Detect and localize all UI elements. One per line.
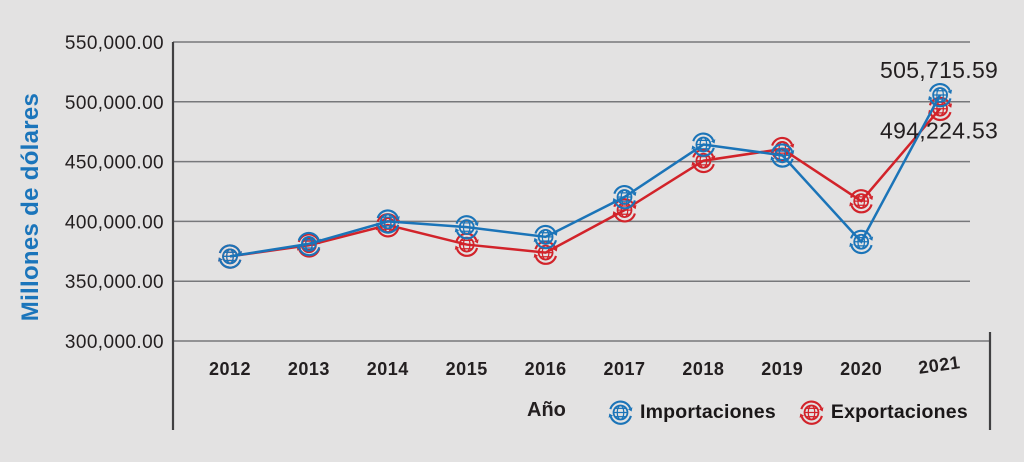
y-tick-label: 300,000.00 (65, 332, 164, 353)
year-label-2018: 2018 (682, 359, 724, 379)
y-tick-label: 450,000.00 (65, 153, 164, 174)
year-label-2021: 2021 (917, 352, 961, 378)
data-point-importaciones-2021 (927, 82, 954, 108)
y-tick-label: 500,000.00 (65, 93, 164, 114)
exportaciones-globe-arrows-icon (798, 399, 825, 426)
chart-legend: Importaciones Exportaciones (607, 399, 968, 426)
annotation-exportaciones-2021: 494,224.53 (880, 118, 998, 144)
y-tick-label: 550,000.00 (65, 33, 164, 54)
legend-item-importaciones: Importaciones (607, 399, 776, 426)
data-point-exportaciones-2020 (848, 189, 875, 214)
year-label-2015: 2015 (446, 359, 488, 379)
data-point-importaciones-2020 (848, 229, 875, 255)
y-tick-label: 350,000.00 (65, 272, 164, 293)
y-tick-label: 400,000.00 (65, 212, 164, 233)
year-label-2017: 2017 (603, 359, 645, 379)
x-axis-title: Año (527, 399, 566, 421)
series-line-exportaciones (229, 107, 942, 258)
annotation-importaciones-2021: 505,715.59 (880, 57, 998, 83)
year-label-2013: 2013 (288, 359, 330, 379)
year-label-2020: 2020 (840, 359, 882, 379)
series-line-importaciones (229, 94, 942, 258)
importaciones-globe-arrows-icon (607, 399, 634, 426)
year-label-2012: 2012 (209, 359, 251, 379)
year-label-2019: 2019 (761, 359, 803, 379)
legend-label-importaciones: Importaciones (640, 401, 776, 423)
legend-item-exportaciones: Exportaciones (798, 399, 968, 426)
data-point-importaciones-2017 (611, 185, 638, 210)
year-label-2014: 2014 (367, 359, 409, 379)
legend-label-exportaciones: Exportaciones (830, 401, 968, 423)
year-label-2016: 2016 (525, 359, 567, 379)
data-point-importaciones-2012 (217, 244, 243, 269)
